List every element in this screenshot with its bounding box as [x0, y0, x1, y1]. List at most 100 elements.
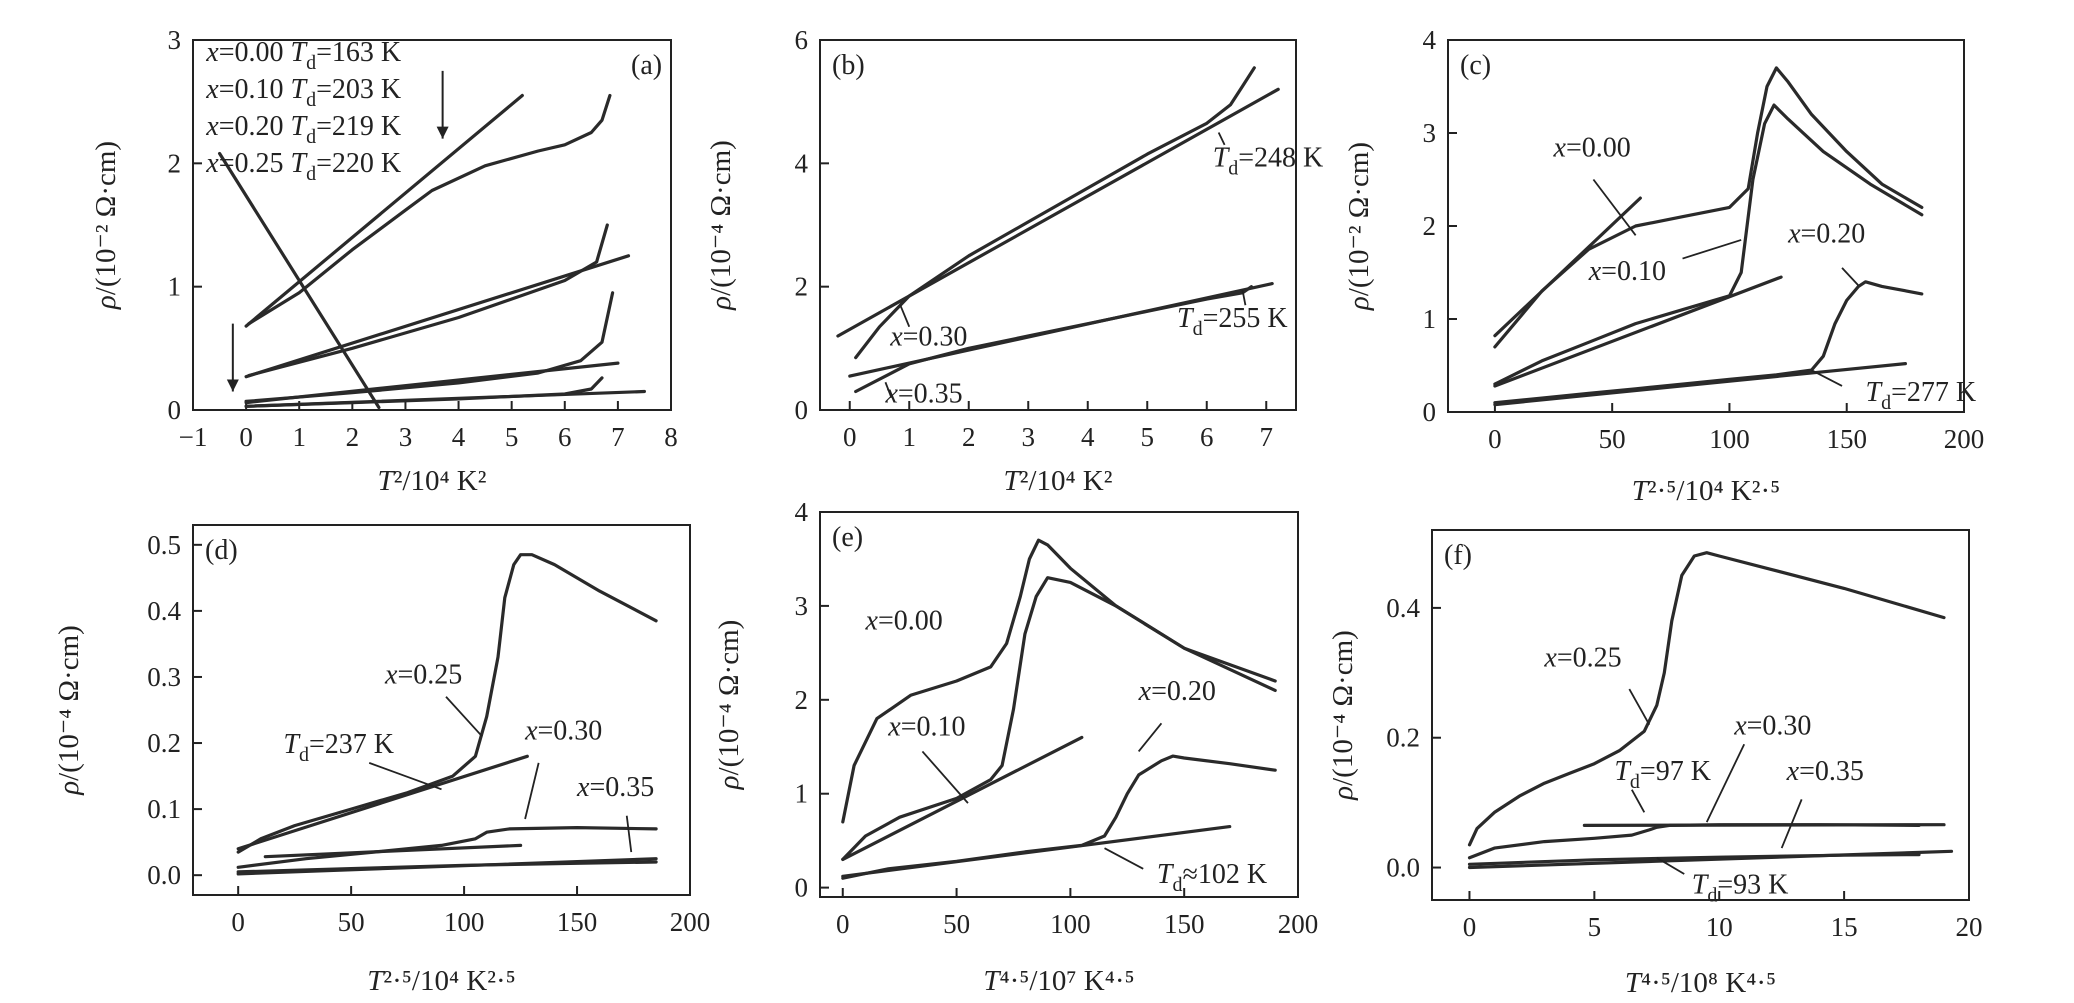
y-tick-label: 0.4 — [1386, 593, 1420, 623]
x-axis-title: T⁴·⁵/10⁷ K⁴·⁵ — [983, 965, 1134, 997]
annotation-label: x=0.25 — [1543, 642, 1621, 673]
series-line — [1467, 849, 1954, 870]
x-tick-label: 0 — [1463, 912, 1477, 942]
annotation-label: x=0.10 — [887, 711, 965, 742]
y-tick-label: 3 — [1423, 118, 1437, 148]
x-tick-label: 6 — [1200, 422, 1214, 452]
y-axis-title: ρ/(10⁻⁴ Ω·cm) — [1327, 630, 1359, 801]
annotation-pointer — [1241, 289, 1247, 306]
annotation-label: Td=255 K — [1177, 303, 1288, 340]
x-tick-label: 150 — [1164, 909, 1205, 939]
panel-label: (b) — [832, 50, 865, 81]
plot-frame — [1431, 529, 1970, 901]
series-line — [236, 825, 658, 869]
x-tick-label: 5 — [1588, 912, 1602, 942]
x-tick-label: 200 — [1278, 909, 1319, 939]
annotation-pointer — [899, 304, 911, 328]
panel-label: (d) — [205, 535, 238, 566]
annotation-pointer — [1705, 743, 1746, 823]
annotation-label: x=0.30 — [889, 321, 967, 352]
x-tick-label: 8 — [664, 422, 678, 452]
x-tick-label: 0 — [836, 909, 850, 939]
arrow-head — [226, 379, 239, 392]
series-line — [236, 857, 658, 876]
y-tick-label: 0 — [795, 395, 809, 425]
x-tick-label: −1 — [179, 422, 208, 452]
x-tick-label: 10 — [1706, 912, 1733, 942]
series-line — [1493, 280, 1924, 405]
series-line — [236, 754, 529, 851]
y-tick-label: 6 — [795, 25, 809, 55]
y-tick-label: 0.5 — [147, 530, 181, 560]
annotation-label: x=0.35 — [1786, 756, 1864, 787]
y-axis-title: ρ/(10⁻² Ω·cm) — [90, 141, 122, 310]
y-tick-label: 4 — [795, 497, 809, 527]
annotation-label: x=0.30 — [524, 716, 602, 747]
series-line — [1493, 362, 1908, 407]
annotation-pointer — [445, 696, 483, 738]
panel-label: (c) — [1460, 50, 1491, 81]
x-tick-label: 4 — [1081, 422, 1095, 452]
x-axis-title: T²/10⁴ K² — [378, 465, 487, 497]
annotation-label: x=0.25 Td=220 K — [205, 148, 401, 185]
y-axis-title: ρ/(10⁻⁴ Ω·cm) — [713, 620, 745, 791]
y-tick-label: 4 — [1423, 25, 1437, 55]
annotation-label: Td≈102 K — [1157, 859, 1267, 896]
plot-frame — [192, 524, 691, 896]
series-line — [247, 223, 609, 378]
x-tick-label: 150 — [1826, 424, 1867, 454]
annotation-label: x=0.35 — [576, 772, 654, 803]
annotation-label: x=0.10 — [1588, 256, 1666, 287]
x-tick-label: 4 — [452, 422, 466, 452]
y-tick-label: 4 — [795, 148, 809, 178]
x-tick-label: 0 — [231, 907, 245, 937]
y-tick-label: 2 — [795, 272, 809, 302]
y-tick-label: 0 — [168, 395, 182, 425]
series-line — [244, 291, 615, 403]
annotation-label: x=0.00 Td=163 K — [205, 37, 401, 74]
y-tick-label: 0.0 — [147, 860, 181, 890]
x-tick-label: 200 — [1944, 424, 1985, 454]
series-line — [836, 87, 1280, 338]
series-line — [1582, 823, 1946, 828]
annotation-label: x=0.00 — [865, 605, 943, 636]
y-axis-title: ρ/(10⁻⁴ Ω·cm) — [705, 140, 737, 311]
series-line — [854, 66, 1256, 360]
series-line — [848, 282, 1274, 378]
x-tick-label: 100 — [1050, 909, 1091, 939]
series-line — [236, 553, 658, 854]
panel-label: (e) — [832, 522, 863, 553]
annotation-pointer — [625, 815, 633, 853]
plot-frame — [819, 511, 1299, 898]
y-tick-label: 3 — [168, 25, 182, 55]
plot-frame — [1447, 39, 1965, 413]
series-line — [841, 824, 1232, 878]
annotation-pointer — [1841, 267, 1860, 287]
x-tick-label: 1 — [292, 422, 306, 452]
y-axis-title: ρ/(10⁻² Ω·cm) — [1343, 142, 1375, 311]
x-axis-title: T⁴·⁵/10⁸ K⁴·⁵ — [1625, 967, 1776, 999]
chart-panel-f: 0 5 10 15 20 0.0 0.2 0.4 T⁴·⁵/10⁸ K⁴·⁵ ρ/(10⁻⁴ Ω·… — [1327, 529, 1983, 999]
x-tick-label: 1 — [903, 422, 917, 452]
annotation-pointer — [1592, 178, 1637, 236]
y-tick-label: 0.2 — [1386, 723, 1420, 753]
annotation-label: Td=277 K — [1865, 377, 1976, 414]
annotation-label: Td=248 K — [1213, 142, 1324, 179]
annotation-label: x=0.25 — [384, 660, 462, 691]
x-tick-label: 200 — [670, 907, 711, 937]
x-tick-label: 50 — [943, 909, 970, 939]
annotation-pointer — [1811, 369, 1843, 387]
y-tick-label: 0.4 — [147, 596, 181, 626]
series-line — [244, 361, 620, 405]
annotation-label: x=0.35 — [884, 379, 962, 410]
y-tick-label: 0.2 — [147, 728, 181, 758]
panel-label: (f) — [1444, 540, 1472, 571]
annotation-pointer — [1104, 847, 1144, 870]
x-tick-label: 15 — [1831, 912, 1858, 942]
x-tick-label: 0 — [239, 422, 253, 452]
x-tick-label: 5 — [505, 422, 519, 452]
annotation-pointer — [368, 762, 442, 791]
y-tick-label: 3 — [795, 591, 809, 621]
annotation-label: Td=237 K — [283, 729, 394, 766]
x-tick-label: 7 — [1260, 422, 1274, 452]
